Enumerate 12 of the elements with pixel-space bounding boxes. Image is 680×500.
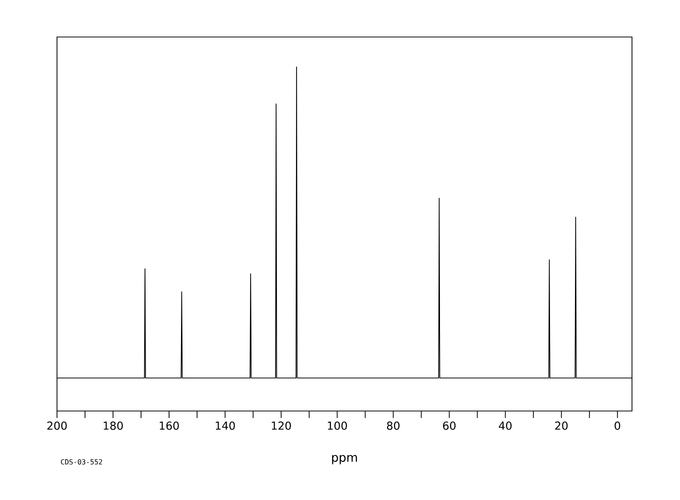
x-tick-label: 120: [272, 422, 291, 430]
x-axis-title: ppm: [332, 455, 357, 464]
x-tick-label: 100: [328, 422, 347, 430]
x-tick-label: 180: [104, 422, 123, 430]
x-tick-label: 40: [498, 422, 512, 430]
x-tick-label: 0: [614, 422, 620, 430]
x-tick-label: 140: [216, 422, 235, 430]
x-tick-label: 200: [47, 422, 67, 430]
x-tick-label: 20: [555, 422, 568, 430]
x-tick-label: 80: [387, 422, 400, 430]
x-tick-label: 160: [160, 422, 179, 430]
x-tick-label: 60: [443, 422, 456, 430]
